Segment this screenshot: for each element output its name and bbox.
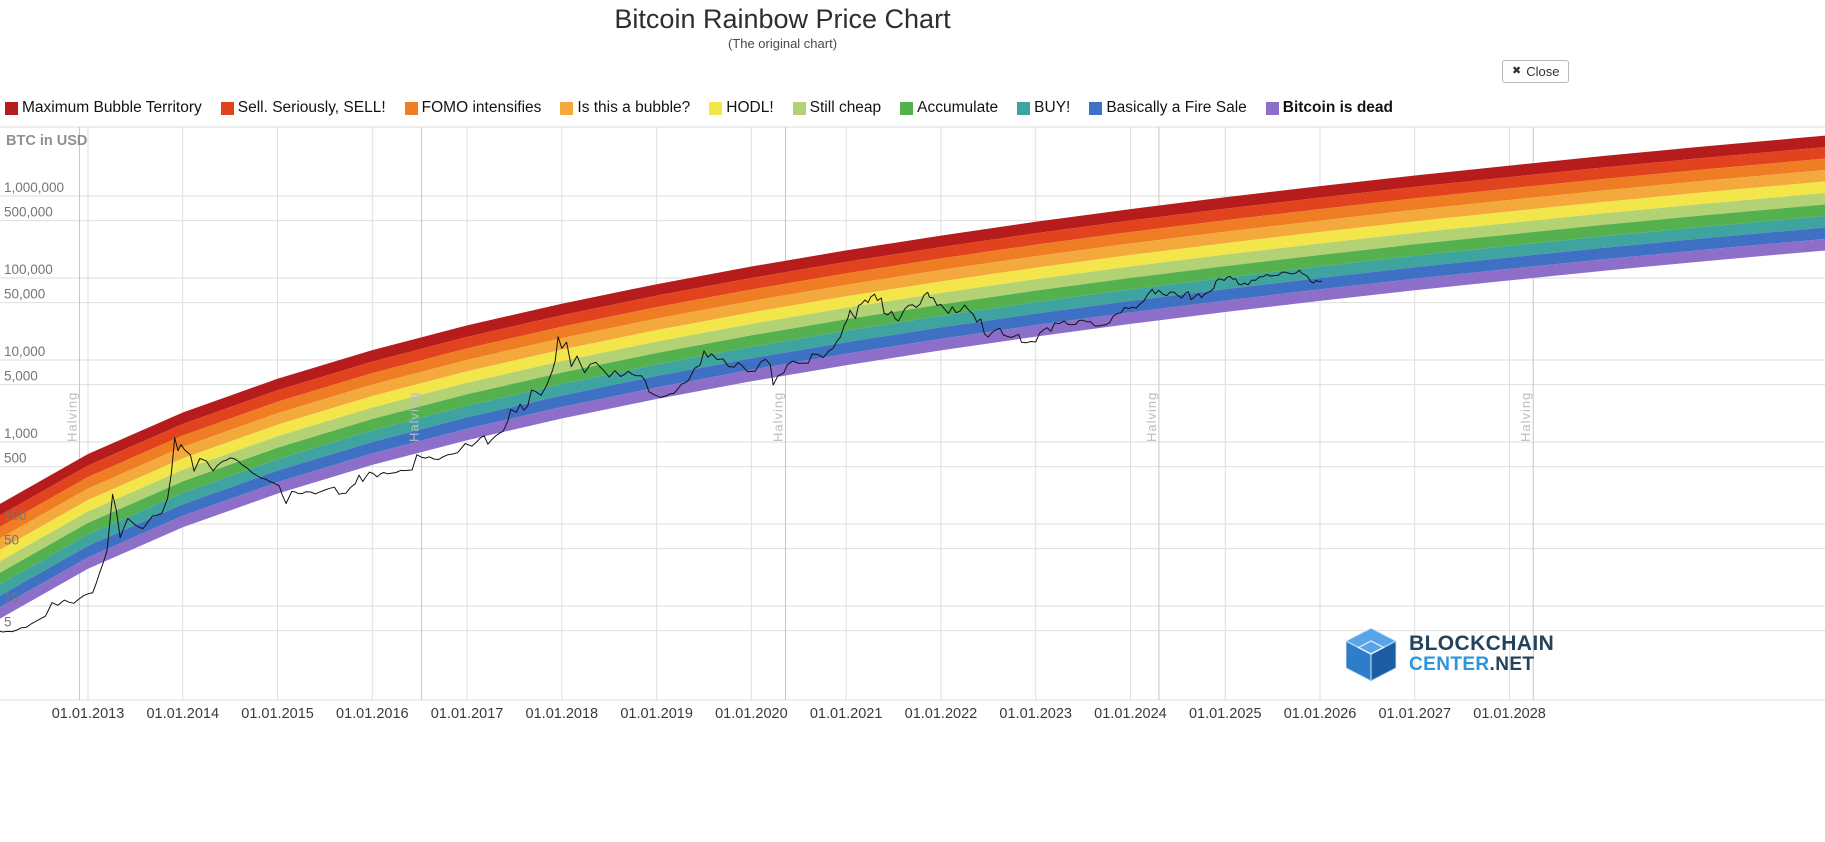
logo-text-blockchain: BLOCKCHAIN: [1409, 632, 1555, 655]
price-line: [0, 269, 1323, 633]
legend-label: Bitcoin is dead: [1282, 99, 1394, 116]
close-label: Close: [1526, 64, 1560, 79]
y-tick-label: 1,000,000: [4, 180, 64, 195]
y-axis-title: BTC in USD: [6, 133, 88, 149]
legend-label: HODL!: [726, 99, 774, 116]
legend-label: Sell. Seriously, SELL!: [237, 99, 386, 116]
legend-swatch: [1265, 101, 1279, 115]
halving-label: Halving: [407, 392, 422, 442]
page-subtitle: (The original chart): [727, 36, 838, 51]
x-tick-label: 01.01.2024: [1094, 706, 1167, 722]
y-tick-label: 500: [4, 451, 27, 466]
x-tick-label: 01.01.2019: [620, 706, 693, 722]
legend-label: Accumulate: [917, 99, 999, 116]
legend-item-6[interactable]: Accumulate: [900, 99, 998, 117]
x-tick-label: 01.01.2022: [905, 706, 978, 722]
legend-swatch: [560, 101, 574, 115]
y-tick-label: 500,000: [4, 205, 53, 220]
x-tick-label: 01.01.2013: [52, 706, 125, 722]
y-tick-label: 50: [4, 533, 19, 548]
legend-swatch: [5, 101, 18, 115]
legend-item-7[interactable]: BUY!: [1017, 99, 1070, 117]
x-tick-label: 01.01.2017: [431, 706, 504, 722]
halving-label: Halving: [771, 392, 786, 442]
x-tick-label: 01.01.2021: [810, 706, 883, 722]
blockchaincenter-logo[interactable]: BLOCKCHAIN CENTER.NET: [1342, 625, 1554, 683]
y-tick-label: 1,000: [4, 426, 38, 441]
x-tick-label: 01.01.2023: [999, 706, 1072, 722]
y-tick-labels: 1,000,000 500,000 100,000 50,000 10,000 5,000…: [4, 180, 64, 630]
logo-text-center: CENTER: [1409, 654, 1490, 676]
legend-item-2[interactable]: FOMO intensifies: [404, 99, 542, 117]
legend-label: FOMO intensifies: [421, 99, 542, 116]
halving-label: Halving: [1518, 392, 1533, 442]
x-tick-labels: 01.01.2013 01.01.2014 01.01.2015 01.01.2016…: [52, 706, 1546, 722]
legend-label: Maximum Bubble Territory: [22, 99, 202, 116]
y-tick-label: 100: [4, 508, 27, 523]
x-tick-label: 01.01.2028: [1473, 706, 1546, 722]
legend-item-4[interactable]: HODL!: [709, 99, 774, 117]
legend-item-5[interactable]: Still cheap: [792, 99, 882, 117]
legend-item-1[interactable]: Sell. Seriously, SELL!: [220, 99, 386, 117]
legend-item-3[interactable]: Is this a bubble?: [560, 99, 690, 117]
close-icon: ✖: [1512, 65, 1522, 77]
halving-label: Halving: [64, 392, 79, 442]
x-tick-label: 01.01.2025: [1189, 706, 1262, 722]
legend-swatch: [1089, 101, 1103, 115]
legend-swatch: [404, 101, 418, 115]
x-tick-label: 01.01.2016: [336, 706, 409, 722]
legend-item-8[interactable]: Basically a Fire Sale: [1089, 99, 1247, 117]
x-tick-label: 01.01.2027: [1378, 706, 1451, 722]
y-tick-label: 10,000: [4, 344, 45, 359]
halving-labels: Halving Halving Halving Halving Halving: [64, 392, 1533, 442]
legend: Maximum Bubble Territory Sell. Seriously,…: [5, 99, 1393, 117]
legend-swatch: [220, 101, 234, 115]
logo-text-net: .NET: [1489, 654, 1535, 676]
legend-item-9[interactable]: Bitcoin is dead: [1265, 99, 1394, 117]
blockchaincenter-cube-icon: [1345, 627, 1397, 682]
legend-label: Still cheap: [809, 99, 882, 116]
legend-label: Is this a bubble?: [577, 99, 691, 116]
x-tick-label: 01.01.2018: [526, 706, 599, 722]
blockchaincenter-wordmark: BLOCKCHAIN CENTER.NET: [1409, 632, 1554, 676]
x-tick-label: 01.01.2026: [1284, 706, 1357, 722]
y-tick-label: 5: [4, 615, 12, 630]
x-tick-label: 01.01.2015: [241, 706, 314, 722]
legend-swatch: [709, 101, 723, 115]
x-tick-label: 01.01.2014: [146, 706, 219, 722]
legend-label: Basically a Fire Sale: [1106, 99, 1247, 116]
halving-label: Halving: [1144, 392, 1159, 442]
y-tick-label: 10: [4, 590, 19, 605]
page-title: Bitcoin Rainbow Price Chart: [614, 4, 951, 34]
y-tick-label: 50,000: [4, 287, 45, 302]
y-tick-label: 5,000: [4, 369, 38, 384]
legend-swatch: [792, 101, 806, 115]
legend-label: BUY!: [1034, 99, 1071, 116]
legend-item-0[interactable]: Maximum Bubble Territory: [5, 99, 202, 117]
close-button[interactable]: ✖ Close: [1502, 60, 1570, 83]
x-tick-label: 01.01.2020: [715, 706, 788, 722]
legend-swatch: [900, 101, 914, 115]
y-tick-label: 100,000: [4, 262, 53, 277]
legend-swatch: [1017, 101, 1031, 115]
